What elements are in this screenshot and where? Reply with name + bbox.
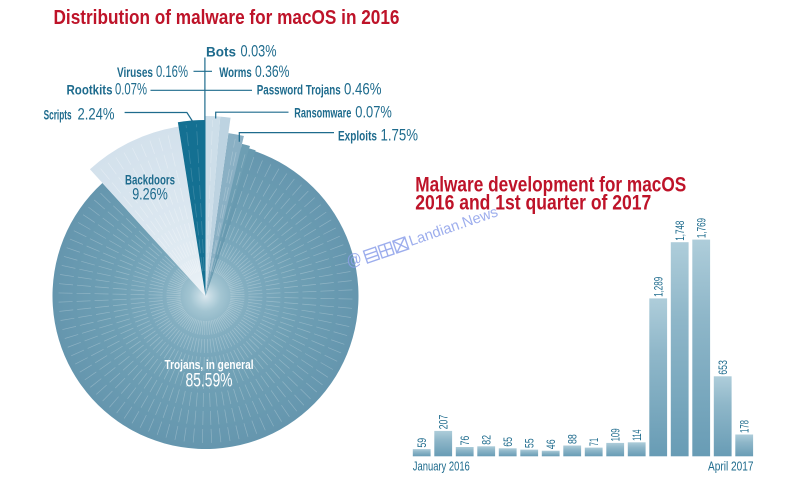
svg-text:46: 46 xyxy=(544,439,558,449)
svg-text:Rootkits: Rootkits xyxy=(67,81,113,97)
svg-text:Worms: Worms xyxy=(219,64,252,80)
svg-text:114: 114 xyxy=(630,429,644,440)
svg-text:Password Trojans: Password Trojans xyxy=(257,81,341,97)
svg-text:Ransomware: Ransomware xyxy=(294,105,351,121)
svg-text:9.26%: 9.26% xyxy=(132,186,168,204)
svg-text:Exploits: Exploits xyxy=(338,128,377,144)
svg-text:2016 and 1st quarter of 2017: 2016 and 1st quarter of 2017 xyxy=(415,192,651,215)
svg-text:65: 65 xyxy=(501,437,515,447)
svg-text:59: 59 xyxy=(415,438,429,448)
svg-text:1.75%: 1.75% xyxy=(381,127,419,145)
svg-text:April 2017: April 2017 xyxy=(708,460,754,474)
svg-text:1,289: 1,289 xyxy=(652,277,666,297)
svg-text:Backdoors: Backdoors xyxy=(125,172,175,188)
svg-text:0.46%: 0.46% xyxy=(344,80,382,98)
svg-text:1,748: 1,748 xyxy=(673,220,687,240)
svg-text:55: 55 xyxy=(523,438,537,448)
svg-text:1,769: 1,769 xyxy=(695,218,709,238)
svg-text:0.07%: 0.07% xyxy=(355,104,392,122)
svg-text:Malware development for macOS: Malware development for macOS xyxy=(415,173,686,196)
svg-text:2.24%: 2.24% xyxy=(78,105,115,123)
svg-text:71: 71 xyxy=(587,438,601,446)
svg-text:178: 178 xyxy=(738,420,752,433)
svg-text:85.59%: 85.59% xyxy=(186,370,233,391)
svg-text:@: @ xyxy=(344,249,365,271)
svg-text:207: 207 xyxy=(437,414,451,429)
svg-text:82: 82 xyxy=(480,435,494,445)
svg-text:0.03%: 0.03% xyxy=(241,43,277,61)
svg-text:0.07%: 0.07% xyxy=(115,80,147,98)
svg-text:January 2016: January 2016 xyxy=(413,460,470,474)
svg-text:Trojans, in general: Trojans, in general xyxy=(165,358,254,372)
svg-text:0.36%: 0.36% xyxy=(255,63,290,81)
svg-text:Viruses: Viruses xyxy=(117,64,153,80)
svg-text:Scripts: Scripts xyxy=(44,106,72,122)
svg-text:88: 88 xyxy=(566,434,580,444)
svg-text:109: 109 xyxy=(609,428,623,441)
svg-text:0.16%: 0.16% xyxy=(156,63,188,81)
svg-text:76: 76 xyxy=(458,435,472,445)
svg-text:Distribution of malware for ma: Distribution of malware for macOS in 201… xyxy=(54,7,400,29)
svg-text:Bots: Bots xyxy=(206,44,236,60)
svg-text:653: 653 xyxy=(716,360,730,375)
